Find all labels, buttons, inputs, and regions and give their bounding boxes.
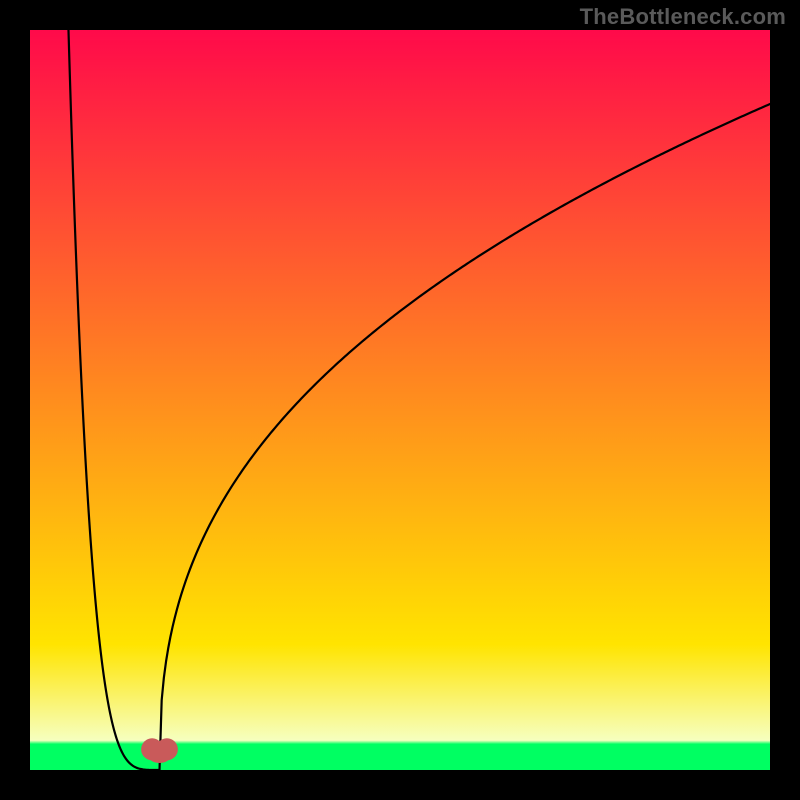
baseline-band: [30, 744, 770, 770]
bottleneck-chart: [0, 0, 800, 800]
watermark-text: TheBottleneck.com: [580, 4, 786, 30]
cusp-marker-join: [152, 749, 167, 754]
plot-area: [30, 30, 770, 770]
